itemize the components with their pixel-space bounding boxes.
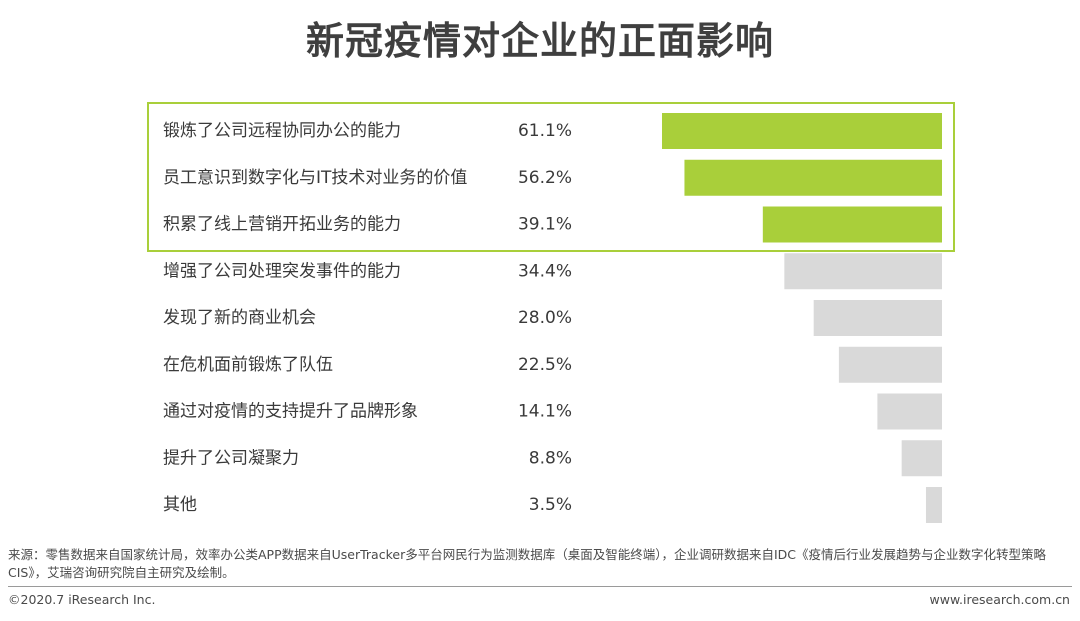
footer-divider xyxy=(8,586,1072,587)
value-label: 56.2% xyxy=(518,168,572,188)
value-label: 3.5% xyxy=(529,495,572,515)
bar-highlighted xyxy=(762,206,942,243)
value-label: 39.1% xyxy=(518,215,572,235)
bar xyxy=(813,300,942,336)
category-label: 积累了线上营销开拓业务的能力 xyxy=(163,215,401,235)
highlight-box xyxy=(147,102,955,252)
bar-highlighted xyxy=(662,113,942,149)
bar xyxy=(877,393,942,430)
category-label: 其他 xyxy=(163,495,197,515)
website-link[interactable]: www.iresearch.com.cn xyxy=(929,592,1071,607)
category-label: 增强了公司处理突发事件的能力 xyxy=(163,261,401,281)
source-note: 来源：零售数据来自国家统计局，效率办公类APP数据来自UserTracker多平… xyxy=(8,547,1047,580)
bar xyxy=(838,346,942,383)
value-label: 14.1% xyxy=(518,402,572,422)
category-label: 提升了公司凝聚力 xyxy=(163,448,299,468)
category-label: 锻炼了公司远程协同办公的能力 xyxy=(163,121,401,141)
bar xyxy=(784,253,942,290)
bar-highlighted xyxy=(684,159,942,196)
copyright-text: ©2020.7 iResearch Inc. xyxy=(8,592,156,607)
chart-title: 新冠疫情对企业的正面影响 xyxy=(305,19,774,63)
bar xyxy=(901,440,942,477)
category-label: 发现了新的商业机会 xyxy=(163,308,316,328)
value-label: 8.8% xyxy=(529,448,572,468)
value-label: 61.1% xyxy=(518,121,572,141)
value-label: 34.4% xyxy=(518,261,572,281)
value-label: 28.0% xyxy=(518,308,572,328)
category-label: 在危机面前锻炼了队伍 xyxy=(163,355,333,375)
category-label: 通过对疫情的支持提升了品牌形象 xyxy=(163,402,418,422)
value-label: 22.5% xyxy=(518,355,572,375)
bar xyxy=(925,487,942,523)
category-label: 员工意识到数字化与IT技术对业务的价值 xyxy=(163,168,467,188)
